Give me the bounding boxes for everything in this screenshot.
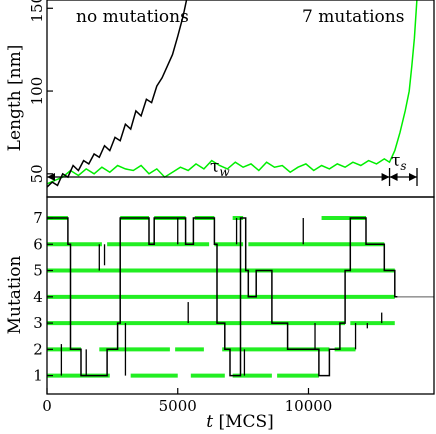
- tau-w-arrow-head-right: [381, 173, 390, 181]
- x-axis-label: t [MCS]: [206, 412, 274, 432]
- black-length-curve: [47, 0, 188, 188]
- length-y-tick-label: 100: [28, 77, 46, 106]
- tau-w-label: τw: [210, 157, 230, 179]
- mutation-green-segments: [47, 216, 395, 378]
- mutation-path: [47, 217, 398, 377]
- series-no-mutations-line: [47, 0, 188, 188]
- x-tick-label: 10000: [285, 397, 333, 415]
- length-panel: 50 100 150 Length [nm] no mutations 7 muta…: [5, 0, 435, 198]
- tau-w-arrow-head-left: [47, 173, 55, 181]
- mutation-y-tick-label: 5: [33, 262, 43, 280]
- tau-s-arrow-head-left: [389, 173, 398, 181]
- length-y-tick-label: 50: [28, 164, 46, 183]
- mutation-y-tick-label: 3: [33, 314, 43, 332]
- mutation-black-path: [47, 217, 398, 377]
- annotation-no-mutations: no mutations: [76, 7, 189, 27]
- mutation-y-tick-label: 1: [33, 367, 43, 385]
- tau-s-arrow-head-right: [409, 173, 418, 181]
- annotation-7-mutations: 7 mutations: [302, 7, 404, 27]
- series-7-mutations-line: [47, 0, 418, 185]
- length-panel-frame: [46, 0, 435, 198]
- x-ticks: 0 5000 10000: [42, 388, 332, 415]
- mutation-y-tick-label: 6: [33, 235, 43, 253]
- tau-s-label: τs: [391, 151, 407, 173]
- x-tick-label: 5000: [159, 397, 197, 415]
- mutation-axis-label: Mutation: [5, 256, 25, 335]
- mutation-y-tick-label: 4: [33, 288, 43, 306]
- mutation-y-tick-label: 2: [33, 340, 43, 358]
- length-axis-label: Length [nm]: [5, 45, 25, 152]
- tau-arrows: [47, 168, 418, 186]
- green-length-curve: [47, 0, 418, 185]
- mutation-y-tick-label: 7: [33, 209, 43, 227]
- mutation-panel: 1 2 3 4 5 6 7 0 5000 10000 Mutation t [MCS]: [5, 196, 435, 432]
- mutation-panel-frame: [46, 196, 435, 395]
- mutation-y-ticks: 1 2 3 4 5 6 7: [33, 209, 53, 385]
- x-tick-label: 0: [42, 397, 52, 415]
- length-y-tick-label: 150: [28, 0, 46, 23]
- length-y-ticks: 50 100 150: [28, 0, 53, 183]
